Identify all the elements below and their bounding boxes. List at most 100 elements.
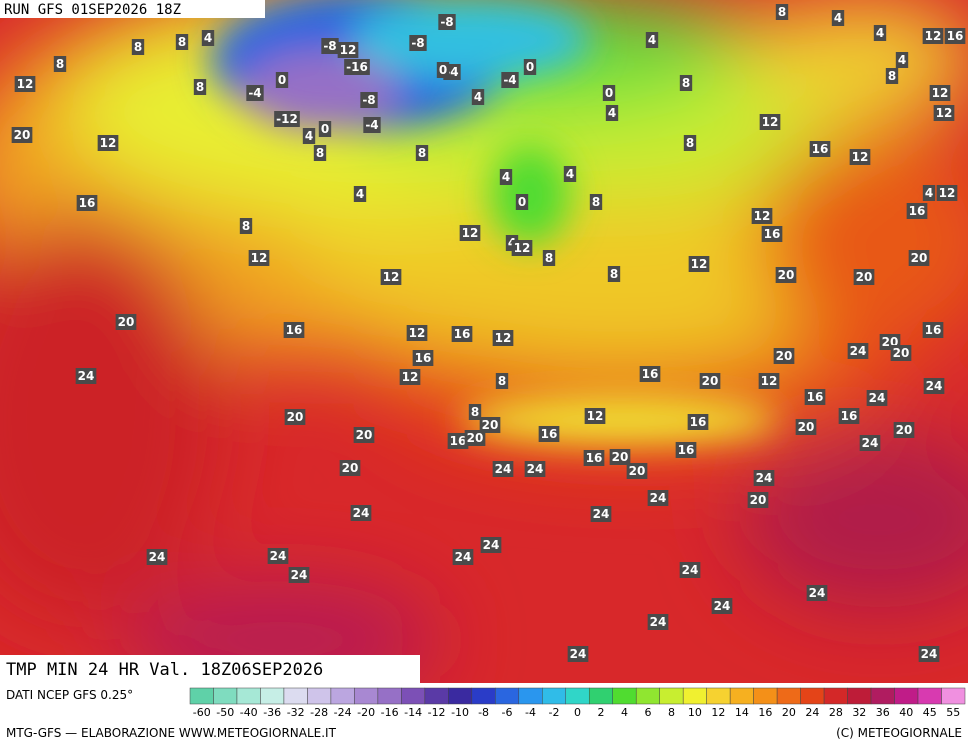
isotherm-label: 0 [602,85,616,101]
isotherm-label: 12 [399,369,421,385]
isotherm-value: 24 [682,563,699,577]
isotherm-label: 16 [538,426,560,442]
isotherm-label: 20 [464,430,486,446]
isotherm-value: -8 [411,36,424,50]
label-box [115,314,137,330]
isotherm-value: 20 [911,251,928,265]
isotherm-value: 4 [356,187,364,201]
label-box [524,461,546,477]
label-box [344,59,370,75]
isotherm-value: 4 [305,129,313,143]
isotherm-value: 20 [702,374,719,388]
isotherm-label: 24 [567,646,589,662]
isotherm-label: 24 [647,490,669,506]
isotherm-value: -4 [503,73,516,87]
isotherm-value: 12 [932,86,949,100]
isotherm-label: 8 [495,373,509,389]
isotherm-label: 16 [804,389,826,405]
isotherm-label: -8 [321,38,339,54]
label-box [480,537,502,553]
isotherm-label: 12 [751,208,773,224]
map-background [0,0,968,683]
isotherm-value: 8 [778,5,786,19]
label-box [647,490,669,506]
label-box [175,34,189,50]
colorbar-tick-label: -8 [478,706,489,719]
isotherm-label: 20 [11,127,33,143]
isotherm-value: 12 [462,226,479,240]
label-box [468,404,482,420]
isotherm-label: 16 [761,226,783,242]
label-box [339,460,361,476]
isotherm-label: -4 [246,85,264,101]
colorbar-tick-label: -24 [334,706,352,719]
isotherm-value: 24 [650,491,667,505]
isotherm-label: 24 [711,598,733,614]
isotherm-value: 0 [321,122,329,136]
isotherm-value: 0 [518,195,526,209]
isotherm-label: 20 [747,492,769,508]
colorbar-tick-label: -14 [404,706,422,719]
isotherm-value: -4 [248,86,261,100]
isotherm-label: 8 [885,68,899,84]
isotherm-value: 16 [909,204,926,218]
colorbar-tick-label: 55 [946,706,960,719]
isotherm-value: 0 [439,63,447,77]
label-box [511,240,533,256]
label-box [337,42,359,58]
isotherm-label: 12 [936,185,958,201]
isotherm-value: 16 [415,351,432,365]
isotherm-value: 20 [467,431,484,445]
isotherm-label: 20 [115,314,137,330]
label-box [906,203,928,219]
label-box [893,422,915,438]
label-box [775,267,797,283]
isotherm-value: 24 [650,615,667,629]
colorbar-swatch [377,687,402,705]
label-box [809,141,831,157]
isotherm-label: 24 [847,343,869,359]
label-box [464,430,486,446]
isotherm-value: 20 [118,315,135,329]
colorbar-tick-label: 24 [805,706,819,719]
isotherm-value: 24 [850,344,867,358]
label-box [645,32,659,48]
colorbar-tick-label: 6 [644,706,651,719]
isotherm-value: -8 [323,39,336,53]
isotherm-value: 12 [852,150,869,164]
isotherm-label: 0 [436,62,450,78]
isotherm-value: 0 [526,60,534,74]
isotherm-value: 24 [926,379,943,393]
isotherm-value: 4 [834,11,842,25]
label-box [436,62,450,78]
isotherm-label: 24 [647,614,669,630]
isotherm-label: -8 [438,14,456,30]
isotherm-label: 8 [313,145,327,161]
label-box [873,25,887,41]
label-box [353,427,375,443]
isotherm-value: 20 [14,128,31,142]
colorbar-swatch [823,687,848,705]
colorbar-tick-label: -40 [240,706,258,719]
colorbar-swatch [753,687,778,705]
label-box [795,419,817,435]
isotherm-value: 20 [629,464,646,478]
isotherm-value: 16 [450,434,467,448]
isotherm-value: 12 [17,77,34,91]
label-box [923,378,945,394]
isotherm-value: 16 [642,367,659,381]
isotherm-label: 8 [53,56,67,72]
colorbar-swatch [213,687,238,705]
isotherm-value: 12 [762,115,779,129]
colorbar-swatch [236,687,261,705]
label-box [76,195,98,211]
isotherm-label: -8 [360,92,378,108]
isotherm-label: 24 [492,461,514,477]
isotherm-value: 12 [925,29,942,43]
isotherm-value: 8 [178,35,186,49]
isotherm-value: 16 [764,227,781,241]
isotherm-value: 12 [251,251,268,265]
isotherm-label: 12 [929,85,951,101]
isotherm-label: 16 [675,442,697,458]
isotherm-value: 4 [648,33,656,47]
